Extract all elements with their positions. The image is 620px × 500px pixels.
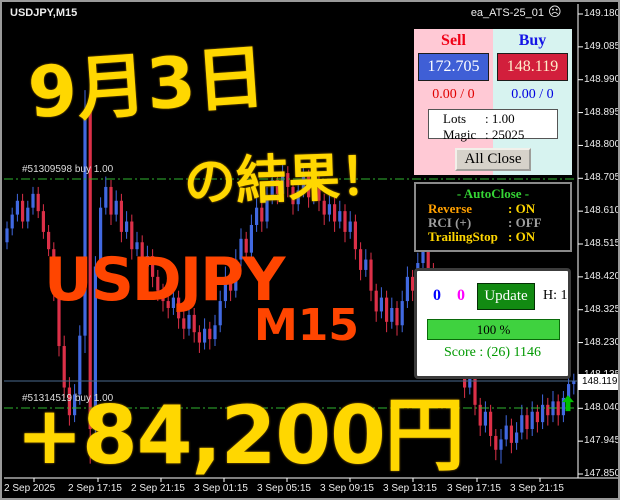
- all-close-button[interactable]: All Close: [455, 148, 531, 171]
- autoclose-reverse-label: Reverse: [428, 201, 473, 216]
- update-button[interactable]: Update: [477, 283, 535, 310]
- count-magenta: 0: [457, 287, 465, 304]
- time-axis-label: 3 Sep 01:15: [194, 483, 248, 494]
- price-axis-label: 148.230: [584, 336, 620, 348]
- autoclose-trailing-label: TrailingStop: [428, 229, 498, 244]
- progress-bar: 100 %: [427, 319, 560, 340]
- current-price-tag: 148.119: [578, 374, 618, 390]
- autoclose-panel: - AutoClose - Reverse : ON RCI (+) : OFF…: [414, 182, 572, 252]
- price-axis-label: 149.180: [584, 8, 620, 19]
- buy-stats: 0.00 / 0: [511, 87, 554, 102]
- time-axis-label: 2 Sep 17:15: [68, 483, 122, 494]
- time-axis-label: 3 Sep 17:15: [447, 483, 501, 494]
- time-axis: 2 Sep 2025 2 Sep 17:15 2 Sep 21:15 3 Sep 01…: [2, 483, 618, 498]
- price-axis-label: 148.515: [584, 238, 620, 249]
- score-label: Score : (26) 1146: [443, 345, 542, 360]
- autoclose-rci-label: RCI (+): [428, 215, 472, 230]
- price-axis-label: 148.990: [584, 73, 620, 85]
- sell-label: Sell: [441, 32, 466, 49]
- price-axis-label: 148.895: [584, 106, 620, 118]
- price-axis-label: 148.610: [584, 205, 620, 217]
- progress-value: 100 %: [476, 322, 511, 337]
- autoclose-rci-value: : OFF: [508, 215, 542, 230]
- count-blue: 0: [433, 287, 441, 304]
- time-axis-label: 3 Sep 05:15: [257, 483, 311, 494]
- autoclose-title: - AutoClose -: [456, 186, 530, 201]
- overlay-timeframe-text: M15: [254, 300, 360, 351]
- overlay-symbol-text: USDJPY: [44, 245, 285, 315]
- magic-label: Magic: [443, 127, 477, 142]
- sell-price-button[interactable]: 172.705: [418, 53, 489, 81]
- lots-label: Lots: [443, 111, 467, 126]
- autoclose-trailing-value: : ON: [508, 229, 536, 244]
- price-axis-label: 147.945: [584, 435, 620, 447]
- autoclose-reverse-value: : ON: [508, 201, 536, 216]
- overlay-result-text: の結果！: [183, 146, 393, 214]
- price-axis-label: 148.800: [584, 139, 620, 151]
- price-axis-label: 148.420: [584, 270, 620, 282]
- price-axis-label: 147.850: [584, 468, 620, 479]
- time-axis-label: 2 Sep 2025: [4, 483, 56, 494]
- time-axis-label: 3 Sep 21:15: [510, 483, 564, 494]
- ea-status-smiley-icon[interactable]: ☹: [548, 4, 562, 19]
- time-axis-label: 3 Sep 09:15: [320, 483, 374, 494]
- chart-symbol-label: USDJPY,M15: [10, 7, 78, 19]
- trade-ticket-label: #51314519 buy 1.00: [22, 392, 114, 404]
- price-axis-label: 148.325: [584, 303, 620, 315]
- overlay-profit-text: +84,200円: [16, 389, 465, 482]
- lots-value: : 1.00: [485, 111, 515, 126]
- time-axis-label: 3 Sep 13:15: [383, 483, 437, 494]
- ea-trade-panel: Sell 172.705 0.00 / 0 Buy 148.119 0.00 /…: [414, 29, 572, 175]
- price-axis-label: 148.040: [584, 402, 620, 414]
- h-count-label: H: 1: [543, 288, 568, 303]
- ea-name-label: ea_ATS-25_01: [470, 7, 544, 19]
- magic-value: : 25025: [485, 127, 525, 142]
- time-axis-label: 2 Sep 21:15: [131, 483, 185, 494]
- price-axis-label: 148.705: [584, 172, 620, 184]
- trade-ticket-label: #51309598 buy 1.00: [22, 163, 114, 175]
- update-panel: 0 0 Update H: 1 100 % Score : (26) 1146: [414, 268, 571, 379]
- sell-stats: 0.00 / 0: [432, 87, 475, 102]
- buy-price-button[interactable]: 148.119: [497, 53, 568, 81]
- buy-label: Buy: [518, 32, 547, 49]
- overlay-date-text: 9月3日: [25, 35, 268, 135]
- price-axis: 149.180 149.085 148.990 148.895 148.800 148.7…: [578, 2, 620, 479]
- price-axis-label: 149.085: [584, 40, 620, 52]
- lots-magic-box: Lots : 1.00 Magic : 25025: [428, 109, 558, 142]
- sell-panel: Sell 172.705 0.00 / 0: [414, 29, 493, 175]
